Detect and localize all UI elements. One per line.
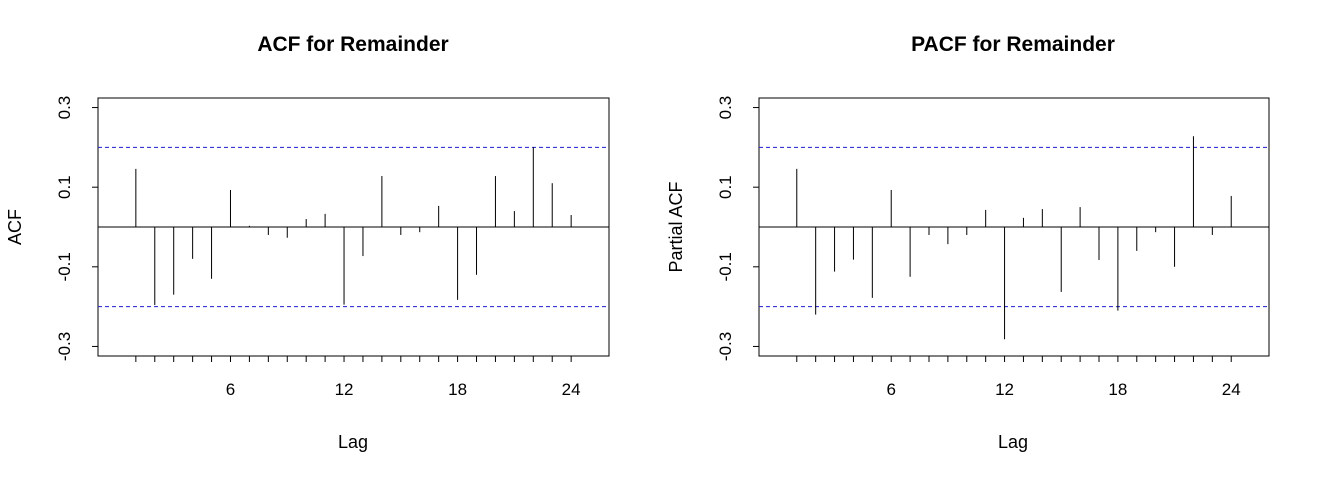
acf-x-axis-label: Lag: [338, 432, 368, 452]
pacf-y-tick-label: -0.1: [716, 252, 735, 281]
acf-y-tick-label: -0.1: [55, 252, 74, 281]
pacf-x-tick-label: 24: [1222, 380, 1241, 399]
acf-y-tick-label: 0.1: [55, 175, 74, 199]
pacf-y-tick-label: 0.1: [716, 175, 735, 199]
acf-y-axis-label: ACF: [5, 209, 25, 245]
acf-title: ACF for Remainder: [257, 33, 448, 56]
pacf-y-tick-label: 0.3: [716, 96, 735, 120]
acf-y-tick-label: -0.3: [55, 332, 74, 361]
acf-y-tick-label: 0.3: [55, 96, 74, 120]
acf-x-tick-label: 24: [562, 380, 581, 399]
pacf-panel: PACF for Remainder Lag Partial ACF 6 12 18…: [666, 33, 1270, 452]
pacf-x-axis-label: Lag: [998, 432, 1028, 452]
acf-x-tick-label: 12: [335, 380, 354, 399]
pacf-y-tick-label: -0.3: [716, 332, 735, 361]
pacf-title: PACF for Remainder: [911, 33, 1115, 56]
pacf-x-tick-label: 12: [995, 380, 1014, 399]
acf-x-tick-label: 18: [448, 380, 467, 399]
pacf-y-axis-label: Partial ACF: [666, 181, 686, 272]
acf-x-tick-label: 6: [226, 380, 235, 399]
acf-panel: ACF for Remainder Lag ACF 6 12 18 24 -0.3 -0.…: [5, 33, 610, 452]
pacf-x-tick-label: 18: [1108, 380, 1127, 399]
pacf-x-tick-label: 6: [886, 380, 895, 399]
